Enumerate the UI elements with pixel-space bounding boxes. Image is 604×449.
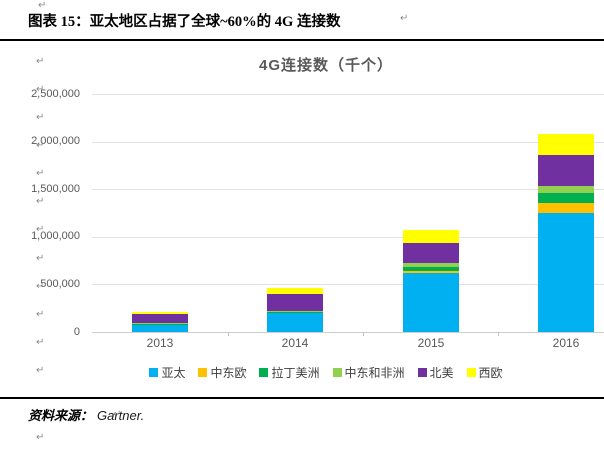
paragraph-mark-icon: ↵ (36, 56, 45, 67)
paragraph-mark-icon: ↵ (36, 281, 45, 292)
legend-label: 亚太 (161, 366, 186, 380)
legend-swatch (259, 368, 269, 377)
legend-label: 北美 (429, 366, 454, 380)
figure-title: 图表 15：亚太地区占据了全球~60%的 4G 连接数 (28, 14, 341, 30)
bar-segment-2015-s4 (403, 242, 459, 264)
bar-segment-2015-s3 (403, 263, 459, 267)
legend-item: 亚太 (149, 364, 185, 381)
x-axis-label: 2014 (281, 336, 309, 350)
source-value: Gartner. (97, 408, 145, 423)
paragraph-mark-icon: ↵ (400, 13, 409, 24)
legend-label: 中东和非洲 (344, 366, 405, 380)
paragraph-mark-icon: ↵ (36, 365, 45, 376)
legend-item: 中东欧 (198, 364, 246, 381)
x-axis-tick (498, 332, 499, 336)
bar-segment-2015-s0 (403, 273, 459, 332)
x-axis-label: 2015 (417, 336, 445, 350)
y-axis-label: 1,500,000 (31, 182, 80, 195)
title-divider (0, 39, 604, 41)
bar-segment-2016-s2 (538, 192, 594, 204)
y-axis-label: 1,000,000 (31, 230, 80, 243)
y-axis-label: 2,000,000 (31, 135, 80, 148)
paragraph-mark-icon: ↵ (36, 309, 45, 320)
paragraph-mark-icon: ↵ (36, 337, 45, 348)
y-axis-label: 500,000 (40, 277, 80, 290)
legend-item: 北美 (417, 364, 454, 381)
source-label: 资料来源： (28, 408, 94, 423)
gridline (92, 236, 604, 238)
legend-item: 西欧 (466, 364, 503, 381)
bar-segment-2013-s4 (132, 313, 188, 324)
paragraph-mark-icon: ↵ (36, 84, 45, 95)
bar-segment-2016-s1 (538, 203, 594, 213)
legend-label: 中东欧 (210, 366, 247, 380)
legend-swatch (149, 368, 159, 377)
legend-swatch (198, 368, 208, 377)
gridline (92, 141, 604, 143)
paragraph-mark-icon: ↵ (36, 432, 45, 443)
bar-segment-2015-s1 (403, 271, 459, 274)
bar-segment-2016-s4 (538, 155, 594, 186)
legend-swatch (417, 368, 427, 377)
x-axis-tick (228, 332, 229, 336)
legend-label: 西欧 (478, 366, 503, 380)
bar-segment-2014-s5 (267, 288, 323, 295)
chart-legend: 亚太 中东欧 拉丁美洲 中东和非洲 北美 西欧 (92, 364, 560, 381)
bar-segment-2013-s5 (132, 311, 188, 314)
bar-segment-2016-s3 (538, 185, 594, 193)
source-line: 资料来源： Gartner. (28, 405, 144, 425)
bar-segment-2014-s2 (267, 311, 323, 313)
gridline (92, 189, 604, 191)
x-axis-line (92, 332, 604, 333)
legend-swatch (332, 368, 342, 377)
paragraph-mark-icon: ↵ (38, 0, 47, 11)
y-axis-label: 2,500,000 (31, 87, 80, 100)
gridline (92, 284, 604, 286)
paragraph-mark-icon: ↵ (36, 253, 45, 264)
paragraph-mark-icon: ↵ (36, 140, 45, 151)
bar-segment-2014-s0 (267, 312, 323, 332)
paragraph-mark-icon: ↵ (36, 168, 45, 179)
legend-item: 拉丁美洲 (259, 364, 320, 381)
x-axis-label: 2016 (552, 336, 580, 350)
x-axis-tick (363, 332, 364, 336)
bar-segment-2015-s5 (403, 230, 459, 243)
legend-item: 中东和非洲 (332, 364, 405, 381)
legend-swatch (466, 368, 476, 377)
chart-title: 4G连接数（千个） (258, 57, 393, 74)
paragraph-mark-icon: ↵ (36, 112, 45, 123)
x-axis-label: 2013 (146, 336, 174, 350)
bar-segment-2014-s4 (267, 294, 323, 312)
paragraph-mark-icon: ↵ (36, 224, 45, 235)
paragraph-mark-icon: ↵ (113, 409, 122, 420)
paragraph-mark-icon: ↵ (36, 196, 45, 207)
bar-segment-2015-s2 (403, 266, 459, 272)
y-axis-label: 0 (73, 325, 80, 338)
bar-segment-2013-s0 (132, 324, 188, 332)
source-divider (0, 397, 604, 399)
bar-segment-2016-s5 (538, 134, 594, 156)
legend-label: 拉丁美洲 (271, 366, 320, 380)
bar-segment-2016-s0 (538, 213, 594, 332)
gridline (92, 94, 604, 95)
